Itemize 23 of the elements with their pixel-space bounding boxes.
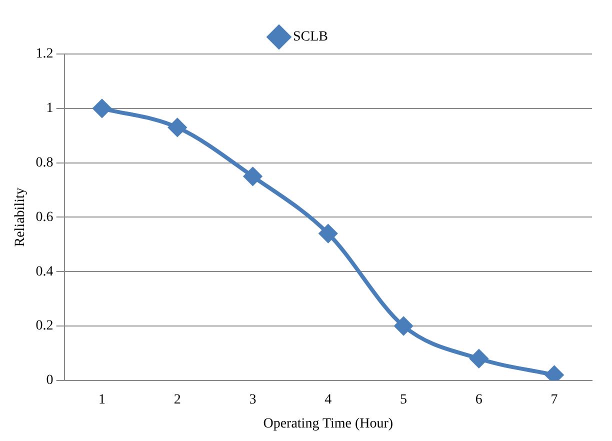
y-tick-label: 0 (46, 373, 54, 388)
y-tick-label: 0.8 (36, 155, 54, 170)
y-tick-label: 0.2 (36, 318, 54, 334)
legend-label: SCLB (292, 30, 328, 45)
y-tick-label: 1.2 (36, 46, 54, 62)
point (470, 350, 488, 368)
point (92, 99, 111, 118)
point (319, 224, 338, 243)
x-tick-label: 5 (400, 392, 408, 408)
y-axis-title: Reliability (13, 188, 28, 247)
y-tick-label: 0.4 (36, 264, 54, 280)
x-tick-label: 1 (98, 392, 106, 408)
point (244, 167, 262, 186)
x-tick-label: 3 (249, 392, 256, 408)
x-tick-label: 6 (475, 392, 482, 408)
y-tick-label: 0.6 (36, 210, 54, 225)
x-tick-label: 2 (174, 392, 181, 408)
point (394, 317, 413, 335)
y-tick-label: 1 (46, 101, 54, 116)
point (168, 118, 186, 136)
x-tick-label: 7 (550, 392, 558, 408)
x-axis-title: Operating Time (Hour) (263, 416, 394, 432)
x-tick-label: 4 (324, 392, 332, 408)
